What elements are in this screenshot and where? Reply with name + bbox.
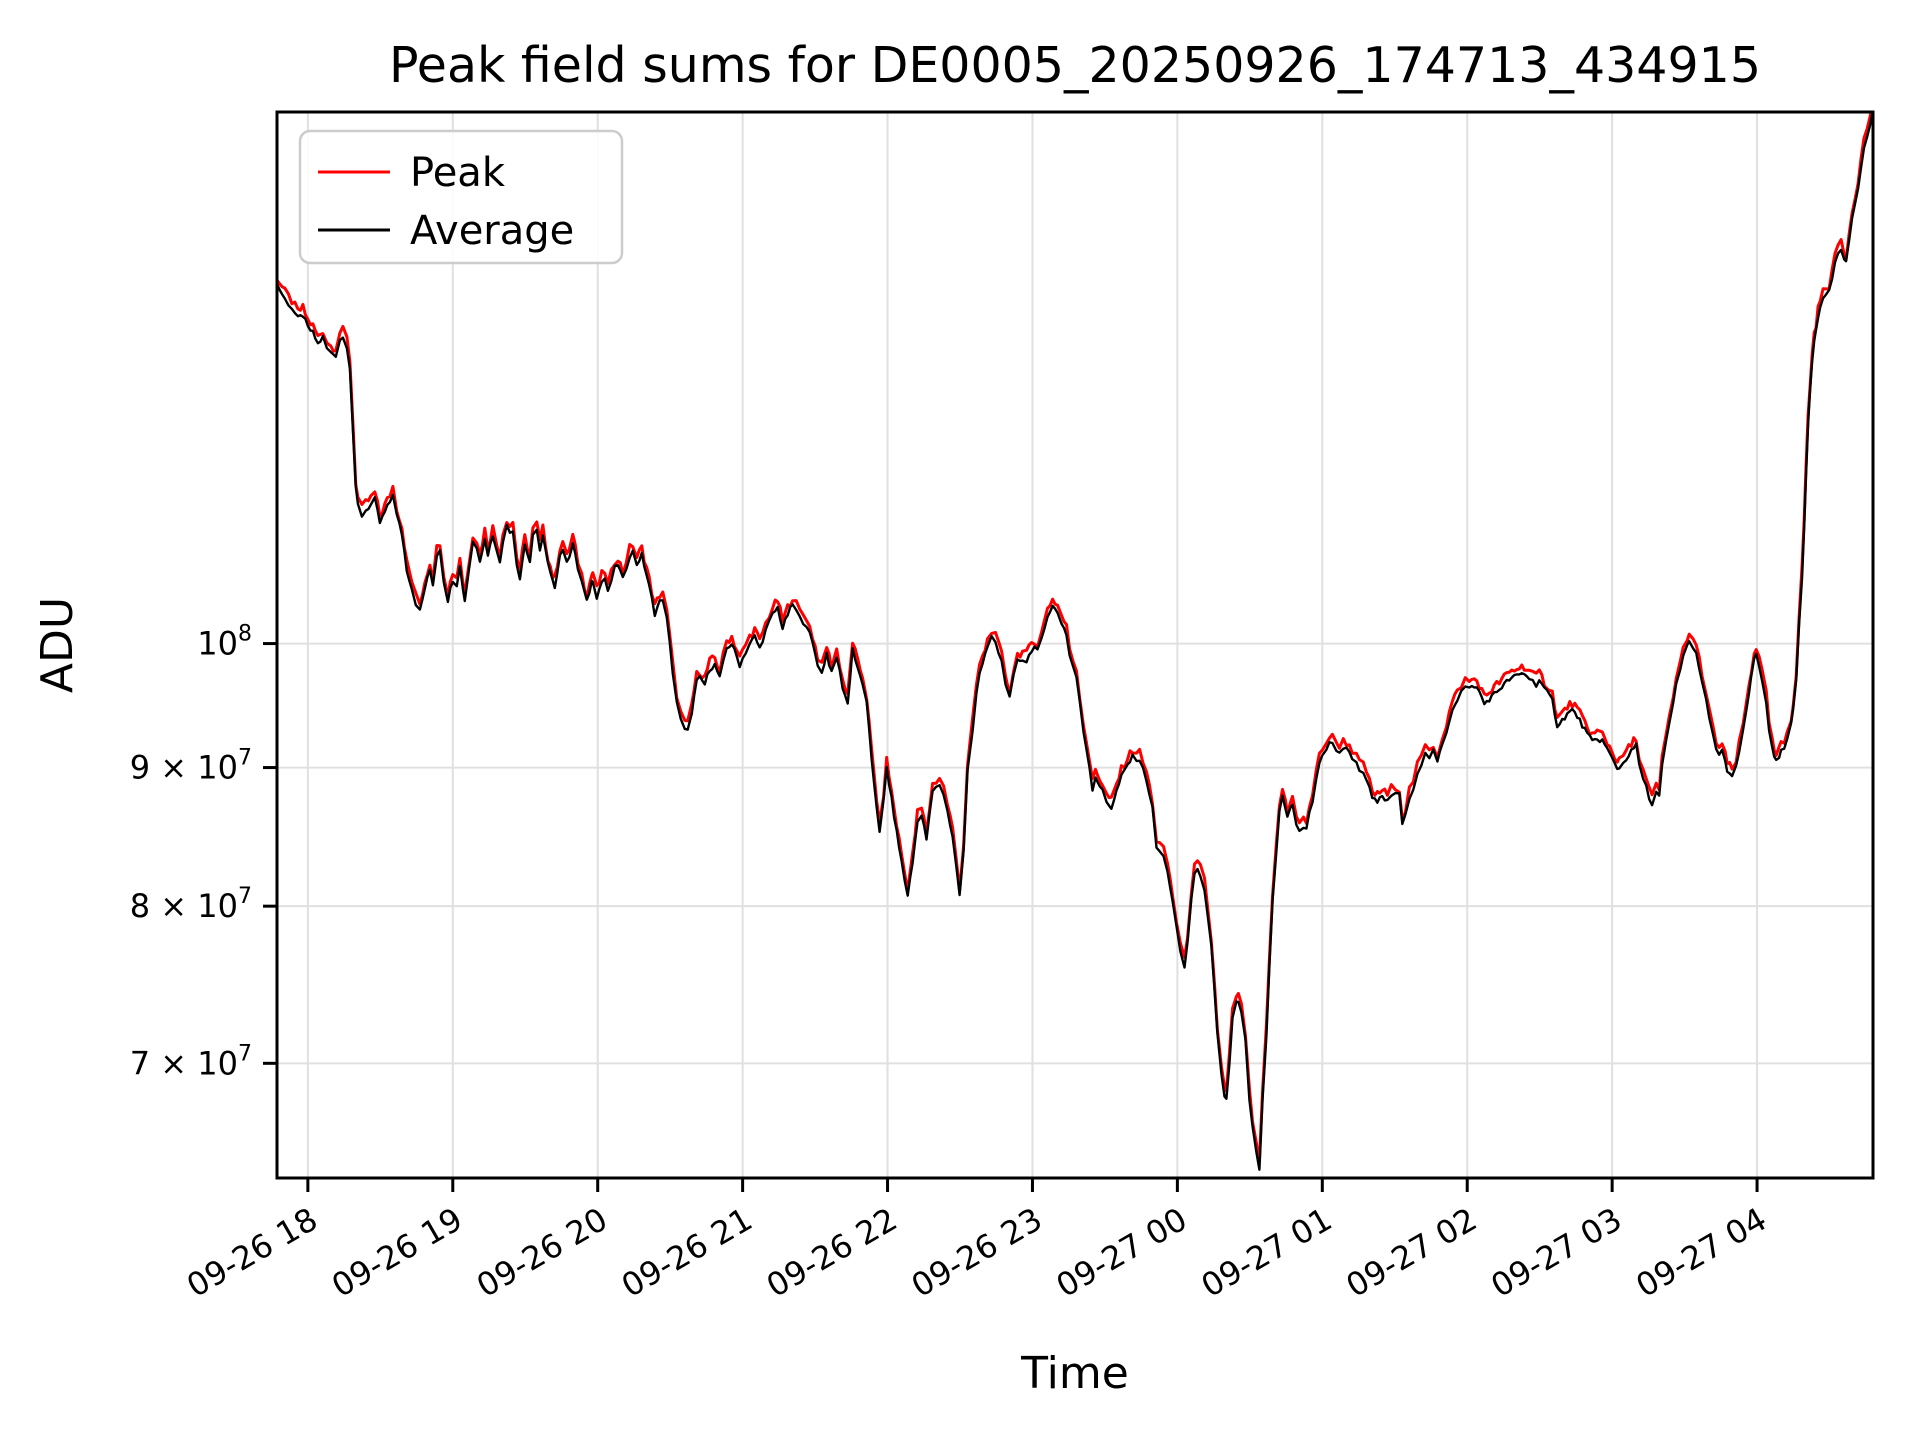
grid: [277, 112, 1873, 1178]
legend-item-peak: Peak: [318, 150, 506, 196]
peak-line: [277, 112, 1873, 1163]
average-line: [277, 113, 1873, 1171]
plot-border: [275, 110, 1875, 1180]
x-tick-label: 09-26 22: [760, 1200, 904, 1305]
y-tick-label: 108: [197, 622, 252, 663]
x-tick-label: 09-26 20: [470, 1200, 614, 1305]
x-axis-label: Time: [1020, 1348, 1129, 1399]
x-tick-label: 09-26 19: [325, 1200, 469, 1305]
y-axis-label: ADU: [32, 597, 83, 693]
x-tick-label: 09-27 03: [1485, 1200, 1629, 1305]
legend-average-label: Average: [410, 208, 574, 254]
legend-item-average: Average: [318, 208, 574, 254]
x-tick-label: 09-26 18: [180, 1200, 324, 1305]
legend-peak-label: Peak: [410, 150, 506, 196]
x-tick-label: 09-26 21: [615, 1200, 759, 1305]
axis-ticks: [263, 642, 1759, 1192]
x-tick-label: 09-27 01: [1195, 1200, 1339, 1305]
x-tick-label: 09-27 04: [1629, 1200, 1773, 1305]
y-tick-label: 9 × 107: [130, 746, 252, 787]
x-tick-label: 09-27 02: [1340, 1200, 1484, 1305]
y-tick-label: 8 × 107: [130, 884, 252, 925]
x-tick-label: 09-26 23: [905, 1200, 1049, 1305]
legend: Peak Average: [298, 129, 624, 265]
chart-title: Peak field sums for DE0005_20250926_1747…: [389, 37, 1761, 94]
x-tick-label: 09-27 00: [1050, 1200, 1194, 1305]
y-tick-label: 7 × 107: [130, 1041, 252, 1082]
tick-labels: 09-26 18 09-26 19 09-26 20 09-26 21 09-26 22…: [130, 622, 1773, 1305]
